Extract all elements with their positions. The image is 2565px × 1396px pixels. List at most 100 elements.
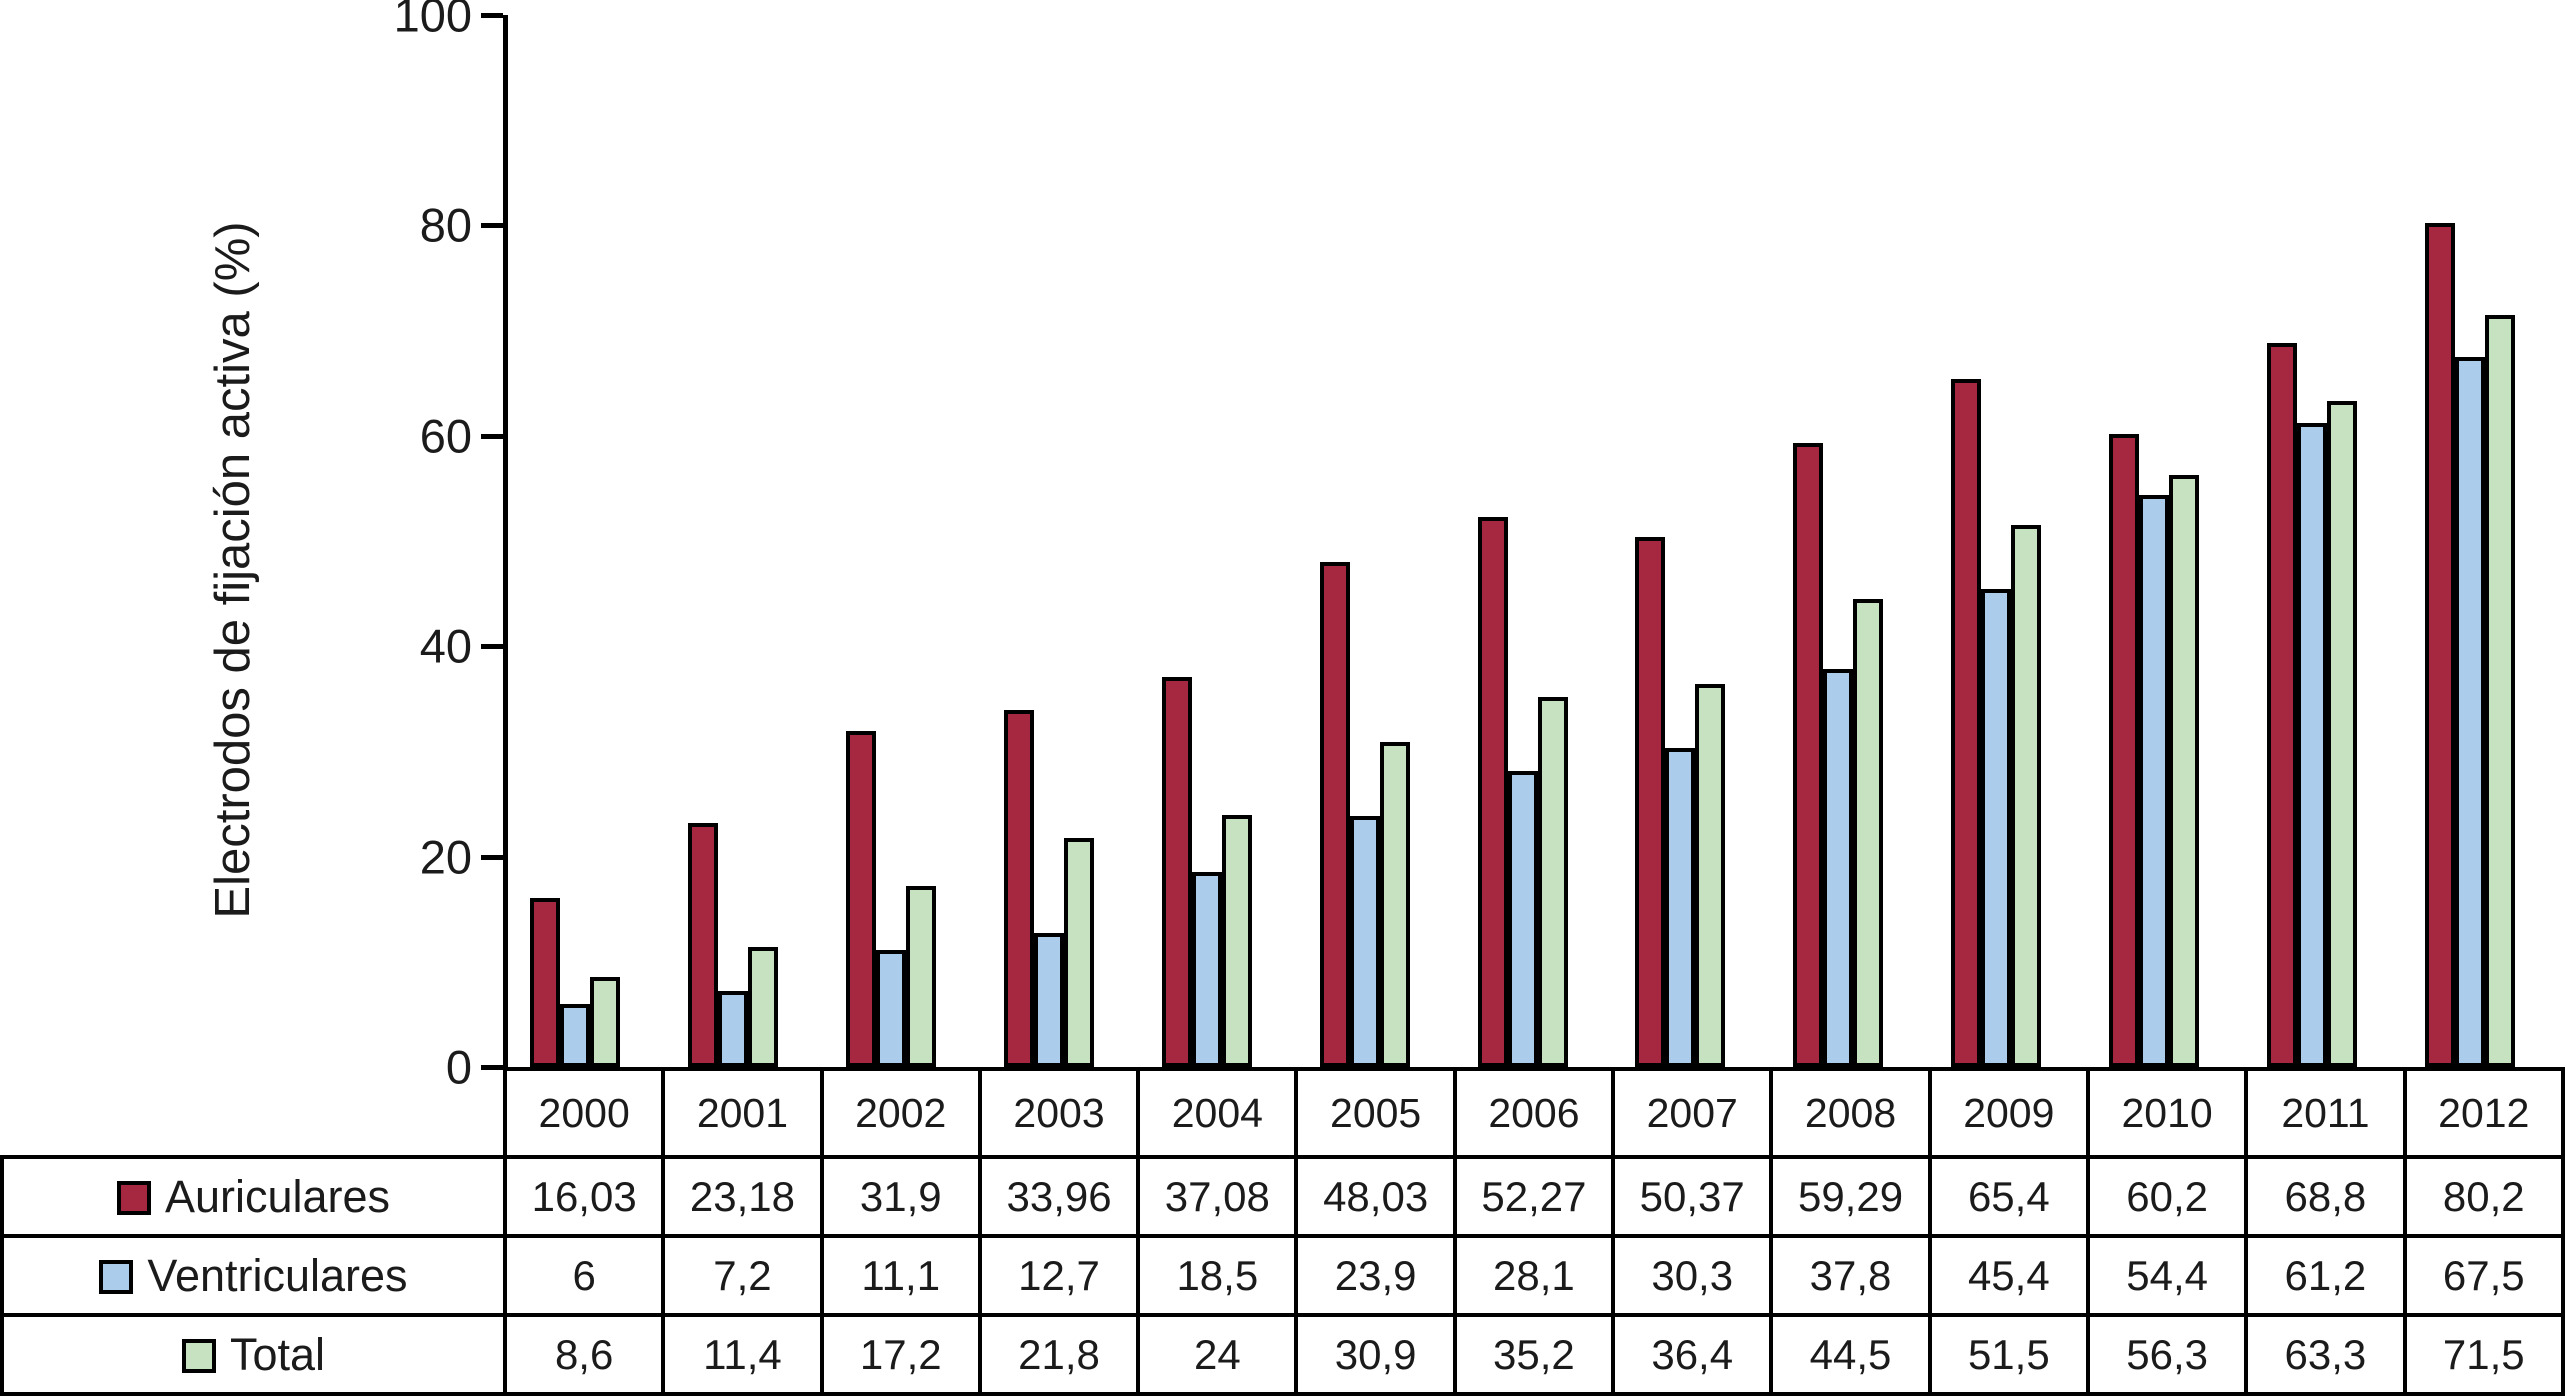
bar-auriculares-2007 <box>1635 537 1666 1067</box>
plot-area: 0 20 40 60 80 100 <box>394 0 2561 1091</box>
value-cell-auriculares-2007: 50,37 <box>1611 1155 1774 1238</box>
table-row-total: Total 8,6 11,4 17,2 21,8 24 30,9 35,2 36,4 44,5 51… <box>0 1313 2565 1396</box>
year-header-cell-2003: 2003 <box>977 1067 1141 1159</box>
bar-ventriculares-2002 <box>875 950 906 1067</box>
blank-corner-cell <box>2 1069 505 1157</box>
y-tick-mark <box>481 433 503 439</box>
bar-total-2012 <box>2485 314 2516 1067</box>
value-cell-total-2012: 71,5 <box>2402 1313 2565 1396</box>
bar-auriculares-2009 <box>1951 379 1982 1067</box>
value-cell-ventriculares-2012: 67,5 <box>2402 1234 2565 1317</box>
bar-ventriculares-2010 <box>2139 494 2170 1067</box>
bar-auriculares-2012 <box>2425 223 2456 1067</box>
bar-auriculares-2006 <box>1477 517 1508 1067</box>
value-cell-total-2006: 35,2 <box>1452 1313 1616 1396</box>
y-tick-mark <box>481 644 503 650</box>
y-tick-label: 100 <box>393 0 472 42</box>
value-cell-ventriculares-2002: 11,1 <box>819 1234 982 1317</box>
bar-ventriculares-2003 <box>1033 933 1064 1067</box>
bar-total-2007 <box>1695 684 1726 1067</box>
bar-ventriculares-2009 <box>1981 589 2012 1067</box>
bar-group-2005 <box>1298 15 1456 1067</box>
y-axis-title: Electrodos de fijación activa (%) <box>206 221 260 919</box>
bar-group-2007 <box>1613 15 1771 1067</box>
bar-ventriculares-2007 <box>1665 748 1696 1067</box>
y-tick-label: 20 <box>419 830 472 884</box>
value-cell-auriculares-2011: 68,8 <box>2244 1155 2407 1238</box>
bar-auriculares-2002 <box>845 731 876 1067</box>
data-table: 2000 2001 2002 2003 2004 2005 2006 2007 2008 2009… <box>0 1067 2565 1396</box>
y-tick-label: 80 <box>419 198 472 252</box>
table-row-auriculares: Auriculares 16,03 23,18 31,9 33,96 37,08 48,03… <box>0 1155 2565 1238</box>
value-cell-auriculares-2009: 65,4 <box>1927 1155 2090 1238</box>
bar-ventriculares-2000 <box>560 1003 590 1067</box>
y-tick-mark <box>481 223 503 229</box>
bar-ventriculares-2008 <box>1823 669 1854 1067</box>
value-cell-total-2004: 24 <box>1136 1313 1299 1396</box>
bar-total-2010 <box>2169 474 2200 1067</box>
bar-auriculares-2000 <box>530 898 560 1067</box>
value-cell-total-2001: 11,4 <box>661 1313 824 1396</box>
value-cell-auriculares-2000: 16,03 <box>502 1155 666 1238</box>
bar-total-2005 <box>1379 741 1410 1067</box>
bar-total-2000 <box>590 976 620 1067</box>
year-header-cell-2008: 2008 <box>1769 1067 1932 1159</box>
year-header-cell-2006: 2006 <box>1452 1067 1616 1159</box>
bar-group-2008 <box>1771 15 1929 1067</box>
bar-total-2008 <box>1853 598 1884 1067</box>
bar-ventriculares-2006 <box>1507 771 1538 1067</box>
value-cell-ventriculares-2005: 23,9 <box>1294 1234 1457 1317</box>
year-header-cell-2012: 2012 <box>2402 1067 2565 1159</box>
value-cell-ventriculares-2011: 61,2 <box>2244 1234 2407 1317</box>
series-label: Total <box>229 1328 326 1380</box>
value-cell-total-2005: 30,9 <box>1294 1313 1457 1396</box>
value-cell-auriculares-2004: 37,08 <box>1136 1155 1299 1238</box>
bar-auriculares-2010 <box>2109 433 2140 1067</box>
value-cell-ventriculares-2006: 28,1 <box>1452 1234 1616 1317</box>
bar-group-2001 <box>666 15 824 1067</box>
value-cell-auriculares-2008: 59,29 <box>1769 1155 1932 1238</box>
legend-swatch-ventriculares <box>99 1259 134 1294</box>
year-header-cell-2010: 2010 <box>2085 1067 2249 1159</box>
value-cell-total-2008: 44,5 <box>1769 1313 1932 1396</box>
value-cell-auriculares-2010: 60,2 <box>2085 1155 2249 1238</box>
value-cell-auriculares-2002: 31,9 <box>819 1155 982 1238</box>
bar-group-2010 <box>2087 15 2245 1067</box>
bar-ventriculares-2001 <box>717 991 748 1067</box>
series-label: Auriculares <box>164 1170 391 1222</box>
year-header-cell-2001: 2001 <box>661 1067 824 1159</box>
bar-total-2002 <box>905 886 936 1067</box>
bar-auriculares-2001 <box>687 823 718 1067</box>
bar-group-2011 <box>2245 15 2403 1067</box>
value-cell-auriculares-2006: 52,27 <box>1452 1155 1616 1238</box>
value-cell-total-2002: 17,2 <box>819 1313 982 1396</box>
bar-auriculares-2005 <box>1319 561 1350 1067</box>
year-header-row: 2000 2001 2002 2003 2004 2005 2006 2007 2008 2009… <box>2 1067 2565 1159</box>
bar-group-2003 <box>982 15 1140 1067</box>
bar-auriculares-2011 <box>2267 343 2298 1067</box>
year-header-cell-2004: 2004 <box>1136 1067 1299 1159</box>
value-cell-total-2009: 51,5 <box>1927 1313 2090 1396</box>
bar-group-2006 <box>1456 15 1614 1067</box>
legend-cell-auriculares: Auriculares <box>0 1155 507 1238</box>
bar-total-2011 <box>2327 401 2358 1067</box>
legend-swatch-total <box>181 1338 216 1373</box>
y-tick-label: 60 <box>419 409 472 463</box>
year-header-cell-2007: 2007 <box>1611 1067 1774 1159</box>
bar-auriculares-2004 <box>1161 676 1192 1067</box>
value-cell-ventriculares-2008: 37,8 <box>1769 1234 1932 1317</box>
value-cell-total-2007: 36,4 <box>1611 1313 1774 1396</box>
year-header-cell-2005: 2005 <box>1294 1067 1457 1159</box>
bar-group-2012 <box>2403 15 2561 1067</box>
value-cell-auriculares-2003: 33,96 <box>977 1155 1141 1238</box>
y-tick-mark <box>481 13 503 18</box>
bar-total-2009 <box>2011 525 2042 1067</box>
legend-cell-ventriculares: Ventriculares <box>0 1234 507 1317</box>
legend-cell-total: Total <box>0 1313 507 1396</box>
bar-ventriculares-2011 <box>2297 423 2328 1067</box>
bar-total-2004 <box>1221 814 1252 1067</box>
year-header-cell-2011: 2011 <box>2244 1067 2407 1159</box>
value-cell-ventriculares-2007: 30,3 <box>1611 1234 1774 1317</box>
year-header-cell-2009: 2009 <box>1927 1067 2090 1159</box>
